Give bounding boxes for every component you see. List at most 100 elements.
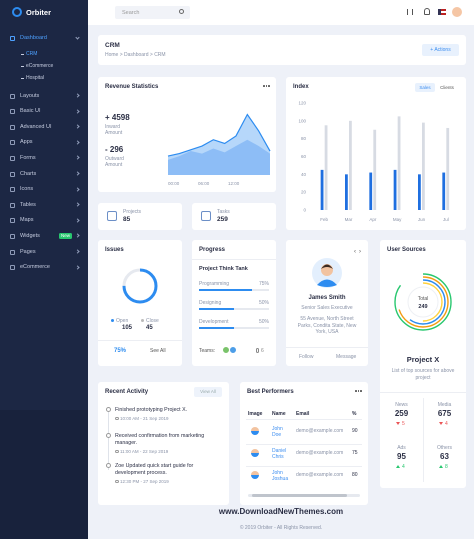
chevron (75, 93, 80, 98)
graphic: 0 20 40 60 80 100 120 Feb Mar Apr May Jun Jul (298, 101, 450, 222)
source-label: News (395, 402, 408, 408)
chevron (75, 140, 80, 145)
activity-card: Recent Activity View All Finished prototyp… (98, 382, 229, 505)
source-value: 63 (440, 452, 449, 461)
progress-fill (199, 289, 252, 291)
see-all[interactable]: See All (150, 348, 166, 354)
menu-item[interactable]: eCommerce (20, 264, 50, 271)
y-tick-label: 120 (298, 101, 306, 106)
profile-name: James Smith (308, 295, 346, 301)
brand: Orbiter (26, 8, 52, 17)
card-title: Progress (199, 247, 226, 253)
view-all-button[interactable]: View All (194, 387, 222, 397)
menu-icon (10, 187, 15, 193)
change-arrow (439, 422, 443, 425)
name-cell: John Joshua (272, 470, 289, 482)
menu-item[interactable]: Advanced UI (20, 123, 52, 130)
submenu-item[interactable]: eCommerce (26, 63, 54, 69)
menu-item[interactable]: Basic UI (20, 108, 41, 115)
menu-item[interactable]: Maps (20, 217, 34, 224)
search-placeholder: Search (122, 9, 140, 16)
email-cell: demo@example.com (296, 472, 344, 478)
column-header: Image (248, 411, 263, 417)
copyright: © 2019 Orbiter - All Rights Reserved. (239, 525, 323, 531)
page-title: CRM (105, 42, 120, 49)
bar (320, 169, 324, 210)
stat-card: Projects 85 (98, 203, 182, 230)
search-icon (179, 9, 184, 14)
breadcrumb-card: CRM Home > Dashboard > CRM + Actions (98, 35, 466, 65)
progress-card: Progress Project Think Tank Programming 75%… (192, 240, 276, 366)
menu-icon (10, 233, 15, 239)
menu-item[interactable]: Pages (20, 248, 36, 255)
progress-label: Development (199, 319, 229, 325)
actions-button[interactable]: + Actions (422, 44, 459, 56)
source-ring (403, 282, 443, 322)
graphic: 00:00 06:00 12:00 (167, 113, 271, 186)
menu-item[interactable]: Apps (20, 139, 33, 146)
y-tick-label: 40 (301, 172, 307, 177)
sidebar: Orbiter Dashboard CRM eCommerce Hospital Layo… (0, 0, 88, 539)
card-title: Revenue Statistics (105, 84, 159, 90)
breadcrumb-path: Home > Dashboard > CRM (105, 52, 166, 58)
row-avatar (251, 427, 259, 435)
activity-time: 12:30 PM - 27 Sep 2019 (120, 479, 169, 484)
timeline-dot (105, 433, 111, 438)
outward-value: - 296 (105, 145, 124, 154)
tab[interactable]: Sales (415, 83, 435, 92)
tab[interactable]: Clients (440, 85, 454, 90)
x-tick-label: Jun (418, 217, 426, 222)
stat-value: 259 (217, 216, 228, 223)
menu-icon (10, 109, 15, 115)
x-tick-label: Apr (369, 217, 377, 222)
progress-track (199, 327, 269, 329)
legend-label: Open (116, 317, 129, 324)
menu-dot (265, 85, 267, 87)
bar (422, 122, 425, 210)
performers-card: Best Performers Image Name Email% John Doe de… (240, 382, 368, 505)
menu-item[interactable]: Tables (20, 201, 36, 208)
x-tick-label: Jul (443, 217, 449, 222)
team-avatar (229, 346, 237, 354)
change-arrow (439, 465, 443, 468)
x-tick-label: Mar (345, 217, 353, 222)
project-name: Project X (406, 355, 440, 364)
menu-item[interactable]: Dashboard (20, 34, 47, 41)
menu-icon (10, 93, 15, 99)
menu-item[interactable]: Icons (20, 186, 34, 193)
menu-item[interactable]: Forms (20, 154, 36, 161)
change-arrow (396, 422, 400, 425)
revenue-card: Revenue Statistics + 4598 Inward Amount - 2… (98, 77, 276, 192)
chevron (75, 155, 80, 161)
submenu-item[interactable]: CRM (26, 51, 38, 57)
progress-fill (199, 308, 234, 310)
menu-icon (10, 155, 15, 161)
open-value: 105 (122, 325, 133, 331)
submenu-item[interactable]: Hospital (26, 75, 45, 81)
source-value: 95 (397, 452, 406, 461)
icon (424, 8, 430, 15)
menu-item[interactable]: Charts (20, 170, 37, 177)
progress-label: Programming (199, 281, 230, 287)
stat-label: Projects (123, 209, 142, 215)
search-box[interactable] (115, 6, 190, 19)
menu-icon (10, 202, 15, 208)
line (167, 113, 271, 157)
teams-label: Teams: (199, 348, 216, 354)
dash (21, 66, 24, 67)
profile-action[interactable]: Message (336, 354, 357, 360)
source-change: 5 (402, 420, 405, 427)
card-title: Index (293, 84, 309, 90)
menu-item[interactable]: Widgets (20, 232, 40, 239)
profile-action[interactable]: Follow (299, 354, 314, 360)
menu-icon (10, 140, 15, 146)
inward-value: + 4598 (105, 113, 130, 122)
stat-card: Tasks 259 (192, 203, 276, 230)
source-change: 4 (402, 463, 405, 470)
menu-item[interactable]: Layouts (20, 92, 40, 99)
divider (423, 398, 424, 482)
stat-icon (201, 211, 211, 221)
profile-address: 55 Avenue, North Street Parks, Condita S… (297, 316, 357, 335)
bar (373, 129, 377, 210)
area (168, 114, 270, 175)
